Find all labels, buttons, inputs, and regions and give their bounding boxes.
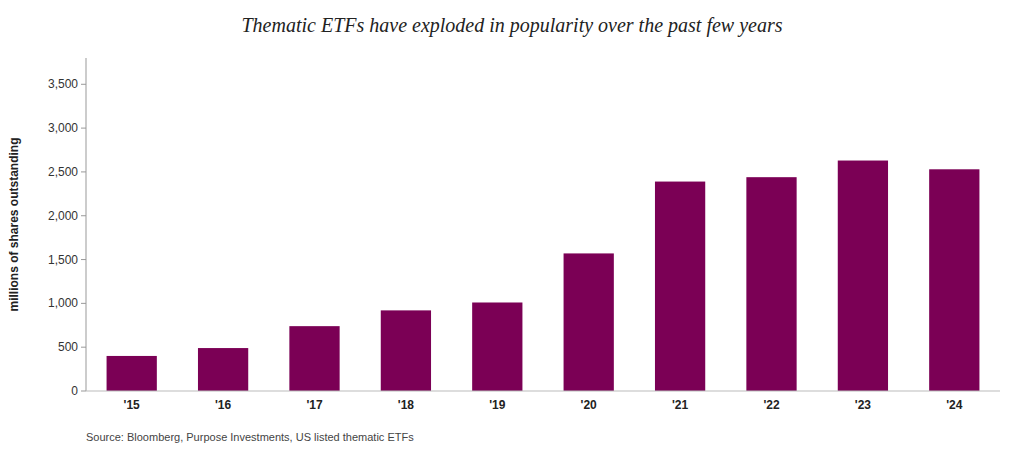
chart-container: Thematic ETFs have exploded in popularit… bbox=[0, 0, 1024, 453]
x-tick-label: '23 bbox=[855, 398, 872, 412]
y-tick-label: 3,000 bbox=[48, 121, 78, 135]
title: Thematic ETFs have exploded in popularit… bbox=[241, 14, 782, 37]
y-tick-label: 2,500 bbox=[48, 165, 78, 179]
page: {"chart_data": {"type": "bar", "title": … bbox=[0, 0, 1024, 453]
bar bbox=[838, 161, 888, 391]
y-tick bbox=[81, 171, 86, 172]
x-tick-label: '20 bbox=[581, 398, 598, 412]
source-note: Source: Bloomberg, Purpose Investments, … bbox=[86, 431, 414, 443]
bar bbox=[929, 169, 979, 391]
bars bbox=[107, 161, 980, 391]
y-tick-label: 0 bbox=[71, 384, 78, 398]
bar bbox=[472, 302, 522, 391]
x-axis: '15 '16 '17 '18 '19 '20 '21 '22 '23 '24 bbox=[86, 391, 1000, 412]
bar bbox=[289, 326, 339, 391]
bar bbox=[381, 310, 431, 391]
x-tick-label: '15 bbox=[124, 398, 141, 412]
x-axis-line bbox=[86, 391, 1000, 392]
y-tick bbox=[81, 347, 86, 348]
y-tick bbox=[81, 259, 86, 260]
y-tick-label: 1,000 bbox=[48, 296, 78, 310]
x-tick-label: '18 bbox=[398, 398, 415, 412]
y-tick bbox=[81, 391, 86, 392]
bar bbox=[107, 356, 157, 391]
x-tick-label: '17 bbox=[306, 398, 323, 412]
y-tick bbox=[81, 84, 86, 85]
x-tick-label: '24 bbox=[946, 398, 963, 412]
y-tick bbox=[81, 128, 86, 129]
y-tick bbox=[81, 215, 86, 216]
y-tick-label: 500 bbox=[58, 340, 78, 354]
x-tick-label: '22 bbox=[763, 398, 780, 412]
y-axis: 0 500 1,000 1,500 2,000 2,500 3,000 3,500 bbox=[48, 58, 86, 398]
y-axis-line bbox=[86, 58, 87, 391]
y-tick-label: 2,000 bbox=[48, 209, 78, 223]
y-tick bbox=[81, 303, 86, 304]
bar bbox=[655, 182, 705, 391]
bar bbox=[564, 253, 614, 391]
y-tick-label: 3,500 bbox=[48, 77, 78, 91]
y-tick-label: 1,500 bbox=[48, 253, 78, 267]
bar bbox=[198, 348, 248, 391]
x-tick-label: '21 bbox=[672, 398, 689, 412]
x-tick-label: '16 bbox=[215, 398, 232, 412]
chart: Thematic ETFs have exploded in popularit… bbox=[0, 0, 1024, 453]
bar bbox=[746, 177, 796, 391]
x-tick-label: '19 bbox=[489, 398, 506, 412]
y-axis-label: millions of shares outstanding bbox=[7, 137, 21, 311]
